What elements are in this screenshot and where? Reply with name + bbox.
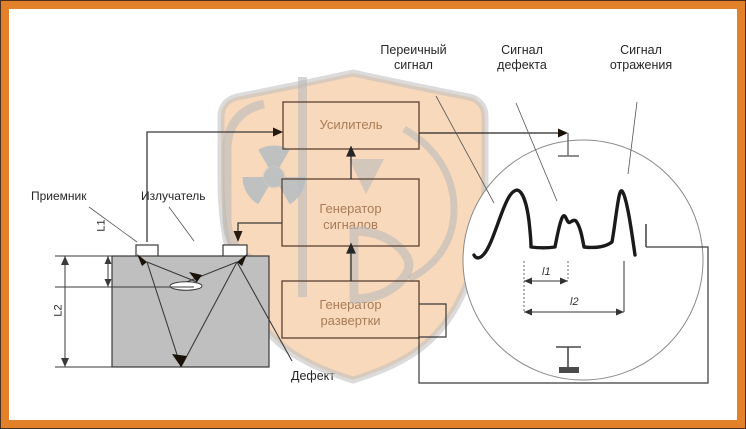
- svg-text:l1: l1: [542, 266, 551, 278]
- svg-text:l2: l2: [570, 296, 579, 308]
